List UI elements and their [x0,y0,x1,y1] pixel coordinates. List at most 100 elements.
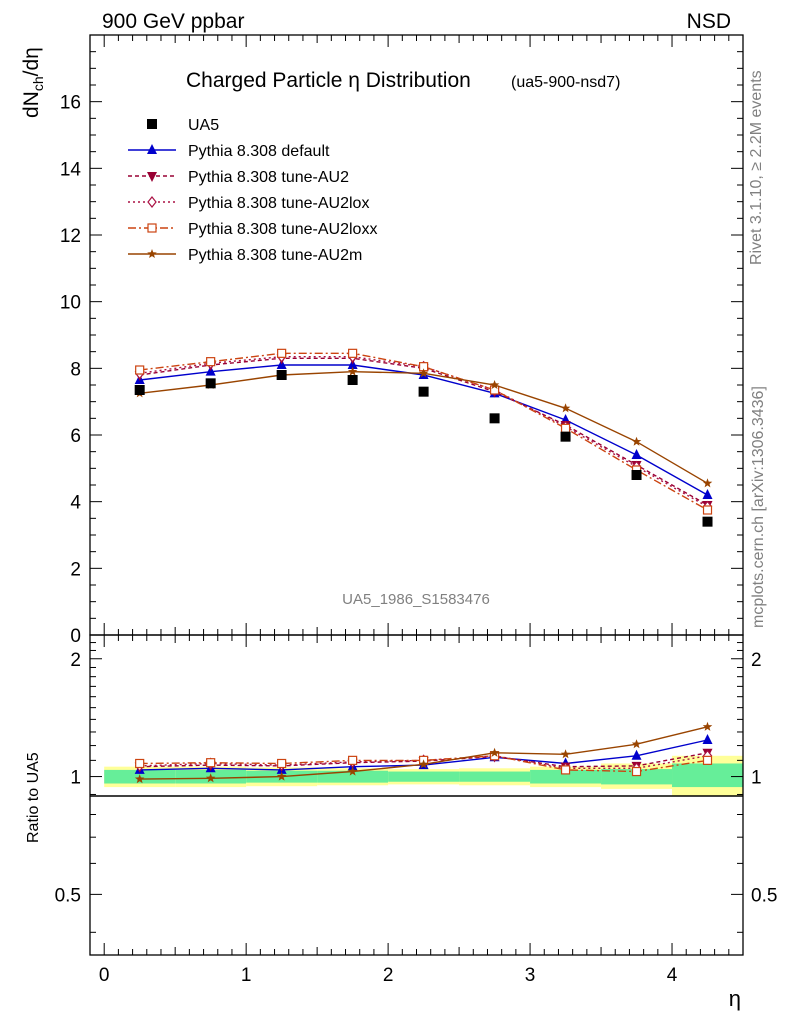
x-tick-label: 1 [241,965,252,986]
legend-marker [147,223,157,233]
ratio-y-tick-label-right: 2 [751,650,762,671]
ratio-series-point [702,755,713,765]
ratio-y-tick-label: 2 [70,650,81,671]
green-band [672,763,743,788]
ua5-data-point [560,431,571,442]
series-point [560,403,571,413]
series-point [277,348,287,358]
series-point [489,380,500,389]
legend-label: Pythia 8.308 tune-AU2 [188,169,349,186]
main-axis-ticks: 0 2 4 6 8 10 12 14 16 [60,35,744,647]
series-line [139,352,708,511]
series-point [702,489,713,499]
series-point [135,365,145,375]
legend-label: UA5 [188,117,219,134]
ratio-series-point [418,759,429,769]
ratio-series-point [631,766,642,777]
ratio-series-point [702,734,713,745]
ratio-series-point [277,758,287,769]
ratio-series-line [139,752,708,768]
ua5-data-point [418,386,429,397]
ua5-data-point [702,516,713,527]
ratio-series-point [489,747,500,757]
y-tick-label: 0 [70,626,81,647]
ua5-data-points [134,370,713,527]
legend: UA5 Pythia 8.308 default Pythia 8.308 tune… [128,117,377,264]
legend-marker [147,196,157,208]
series-point [631,436,642,446]
ratio-series-point [631,739,642,749]
series-line [139,357,708,506]
watermark: UA5_1986_S1583476 [342,591,490,608]
ratio-series-point [631,749,642,760]
ratio-series-point [134,774,145,784]
y-tick-label: 8 [70,359,81,380]
ratio-series-group [134,721,713,784]
ratio-y-axis-title: Ratio to UA5 [25,752,42,843]
header-left: 900 GeV ppbar [102,10,244,33]
legend-label: Pythia 8.308 tune-AU2lox [188,195,369,212]
series-point [560,423,571,433]
series-point [702,478,713,488]
series-point [631,449,642,459]
ua5-data-point [631,470,642,480]
legend-marker [147,144,157,154]
main-panel: 0 2 4 6 8 10 12 14 16 Charged Particle η Distrib… [20,34,744,647]
ua5-data-point [205,378,216,389]
series-point [418,368,429,378]
legend-label: Pythia 8.308 tune-AU2loxx [188,221,377,238]
series-point [489,385,500,395]
ratio-panel: 0.5 0.5 1 1 2 2 0 1 2 3 4 Ratio to UA5 η [25,634,777,1011]
ua5-data-point [134,385,145,395]
legend-marker [147,172,157,182]
y-tick-label: 10 [60,293,81,314]
ua5-data-point [276,370,287,380]
green-band [388,771,460,782]
ratio-plot-frame [89,634,744,956]
x-tick-label: 0 [99,965,110,986]
series-point [348,348,358,358]
y-tick-label: 14 [60,159,82,180]
legend-label: Pythia 8.308 tune-AU2m [188,247,362,264]
legend-marker [147,119,157,129]
header-right: NSD [687,10,731,33]
x-tick-label: 4 [667,965,678,986]
y-tick-label: 2 [70,559,81,580]
y-axis-title: dNch/dη [20,47,46,118]
ratio-series-point [135,758,145,769]
chart-title-suffix: (ua5-900-nsd7) [511,74,620,91]
ratio-y-tick-label: 0.5 [55,885,81,906]
y-tick-label: 16 [60,93,81,114]
ratio-series-point [205,773,216,783]
ratio-series-point [560,749,571,759]
series-point [702,505,713,515]
x-tick-label: 2 [383,965,394,986]
series-point [206,357,216,367]
ratio-series-point [348,755,358,765]
x-tick-label: 3 [525,965,536,986]
mcplots-text: mcplots.cern.ch [arXiv:1306.3436] [750,386,767,628]
green-band [530,769,602,784]
ratio-series-point [206,758,216,768]
chart-title: Charged Particle η Distribution [186,69,471,92]
series-line [139,356,708,508]
y-tick-label: 12 [60,226,81,247]
ua5-data-point [347,375,358,385]
ratio-series-point [347,766,358,776]
legend-label: Pythia 8.308 default [188,143,330,160]
ratio-y-tick-label: 1 [70,768,81,789]
ratio-series-point [560,765,571,775]
series-point [347,366,358,376]
ratio-series-point [276,771,287,781]
rivet-version-text: Rivet 3.1.10, ≥ 2.2M events [748,70,765,265]
y-tick-label: 4 [70,493,81,514]
green-band [317,770,389,783]
y-tick-label: 6 [70,426,81,447]
ua5-data-point [489,413,500,424]
ratio-axis-ticks: 0.5 0.5 1 1 2 2 0 1 2 3 4 [55,635,777,986]
green-band [459,771,531,782]
x-axis-title: η [729,986,741,1011]
ratio-y-tick-label-right: 0.5 [751,885,777,906]
main-series-group [134,348,713,515]
